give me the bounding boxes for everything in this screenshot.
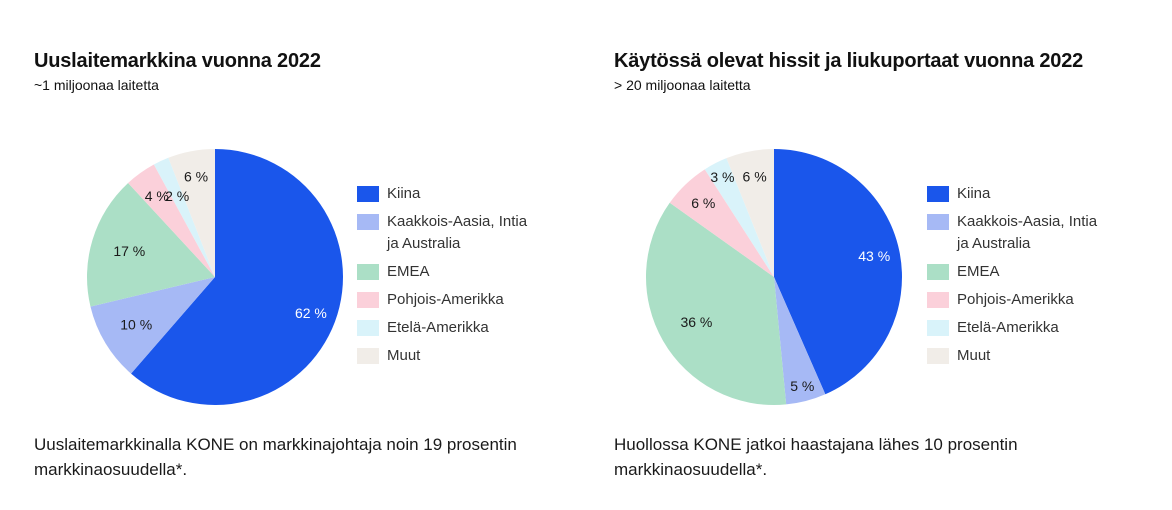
slice-label-etela-amerikka: 3 %: [710, 169, 734, 185]
chart-panel-new-equipment: 62 % 10 % 17 % 4 % 2 % 6 % Uuslaitemarkkina v…: [34, 50, 587, 479]
slice-label-kiina: 43 %: [858, 248, 890, 264]
pie-chart-new-equipment: 62 % 10 % 17 % 4 %2 % 6 %: [87, 148, 343, 406]
pie-slice-muut: [168, 148, 215, 277]
legend-label: ja Australia: [387, 235, 461, 252]
pie-slice-emea: [645, 202, 787, 406]
slice-label-emea: 36 %: [680, 314, 712, 330]
legend-swatch: [357, 214, 379, 230]
legend-label: Kaakkois-Aasia, Intia: [387, 213, 528, 230]
pie-slice-kiina: [774, 149, 902, 395]
legend-label: EMEA: [957, 263, 1000, 280]
pie-slices: [87, 148, 343, 406]
legend-label: Kiina: [387, 185, 421, 202]
legend-item-muut: Muut: [357, 345, 587, 367]
legend-item-pohjois-amerikka: Pohjois-Amerikka: [357, 289, 587, 311]
legend-item-kiina: Kiina: [357, 183, 587, 205]
pie-slice-pohjois-amerikka: [669, 169, 774, 277]
legend-item-kiina: Kiina: [927, 183, 1157, 205]
chart-subtitle: > 20 miljoonaa laitetta: [614, 77, 751, 93]
slice-label-kaakkois-aasia-intia-ja-australia: 10 %: [120, 317, 152, 333]
slice-label-pohjois-amerikka: 6 %: [691, 195, 715, 211]
slice-label-kiina: 62 %: [295, 305, 327, 321]
pie-slice-emea: [87, 183, 215, 307]
chart-title: Uuslaitemarkkina vuonna 2022: [34, 50, 321, 72]
legend-item-pohjois-amerikka: Pohjois-Amerikka: [927, 289, 1157, 311]
pie-slice-pohjois-amerikka: [128, 164, 215, 277]
legend-swatch: [927, 186, 949, 202]
legend-swatch: [357, 186, 379, 202]
chart-legend: Kiina Kaakkois-Aasia, Intia ja Australia EM…: [357, 183, 587, 367]
legend-swatch: [927, 292, 949, 308]
legend-swatch: [927, 264, 949, 280]
legend-label: Pohjois-Amerikka: [387, 291, 504, 308]
pie-slice-kiina: [131, 149, 343, 406]
chart-panel-installed-base: 43 % 5 % 36 % 6 % 3 % 6 % Käytössä olevat his…: [586, 0, 1172, 510]
pie-slice-kaakkois-aasia-intia-ja-australia: [774, 277, 826, 405]
legend-item-kaakkois-aasia-intia-ja-australia: Kaakkois-Aasia, Intia ja Australia: [357, 211, 587, 255]
slice-label-kaakkois-aasia-intia-ja-australia: 5 %: [790, 378, 814, 394]
chart-title: Käytössä olevat hissit ja liukuportaat v…: [614, 50, 1084, 72]
legend-label: Kiina: [957, 185, 991, 202]
legend-item-kaakkois-aasia-intia-ja-australia: Kaakkois-Aasia, Intia ja Australia: [927, 211, 1157, 255]
legend-swatch: [357, 348, 379, 364]
legend-swatch: [357, 292, 379, 308]
legend-label: Etelä-Amerikka: [957, 319, 1059, 336]
slice-labels: 43 % 5 % 36 % 6 % 3 % 6 %: [680, 169, 890, 395]
legend-label: Muut: [957, 347, 991, 364]
slice-labels: 62 % 10 % 17 % 4 %2 % 6 %: [113, 168, 327, 332]
legend-label: Etelä-Amerikka: [387, 319, 489, 336]
pie-chart-installed-base: 43 % 5 % 36 % 6 % 3 % 6 %: [645, 149, 902, 406]
legend-swatch: [357, 320, 379, 336]
legend-label: EMEA: [387, 263, 430, 280]
legend-swatch: [357, 264, 379, 280]
pie-slice-muut: [726, 149, 774, 277]
pie-slice-kaakkois-aasia-intia-ja-australia: [90, 277, 215, 374]
pie-slice-etela-amerikka: [704, 158, 774, 277]
slice-label-etela-amerikka: 2 %: [165, 188, 189, 204]
pie-slices: [645, 149, 902, 406]
legend-label: Pohjois-Amerikka: [957, 291, 1074, 308]
slice-label-muut: 6 %: [743, 169, 767, 185]
pie-slice-etela-amerikka: [153, 157, 215, 277]
legend-item-etela-amerikka: Etelä-Amerikka: [357, 317, 587, 339]
legend-item-muut: Muut: [927, 345, 1157, 367]
legend-item-emea: EMEA: [357, 261, 587, 283]
slice-label-muut: 6 %: [184, 168, 208, 184]
legend-swatch: [927, 320, 949, 336]
legend-swatch: [927, 214, 949, 230]
slice-label-pohjois-amerikka: 4 %: [145, 188, 169, 204]
legend-label: ja Australia: [957, 235, 1031, 252]
chart-legend: Kiina Kaakkois-Aasia, Intia ja Australia EM…: [927, 183, 1157, 367]
legend-swatch: [927, 348, 949, 364]
legend-label: Muut: [387, 347, 421, 364]
chart-subtitle: ~1 miljoonaa laitetta: [34, 77, 159, 93]
chart-footnote: Huollossa KONE jatkoi haastajana lähes 1…: [614, 435, 1018, 479]
legend-label: Kaakkois-Aasia, Intia: [957, 213, 1098, 230]
legend-item-etela-amerikka: Etelä-Amerikka: [927, 317, 1157, 339]
chart-footnote: Uuslaitemarkkinalla KONE on markkinajoht…: [34, 435, 517, 479]
slice-label-emea: 17 %: [113, 243, 145, 259]
legend-item-emea: EMEA: [927, 261, 1157, 283]
